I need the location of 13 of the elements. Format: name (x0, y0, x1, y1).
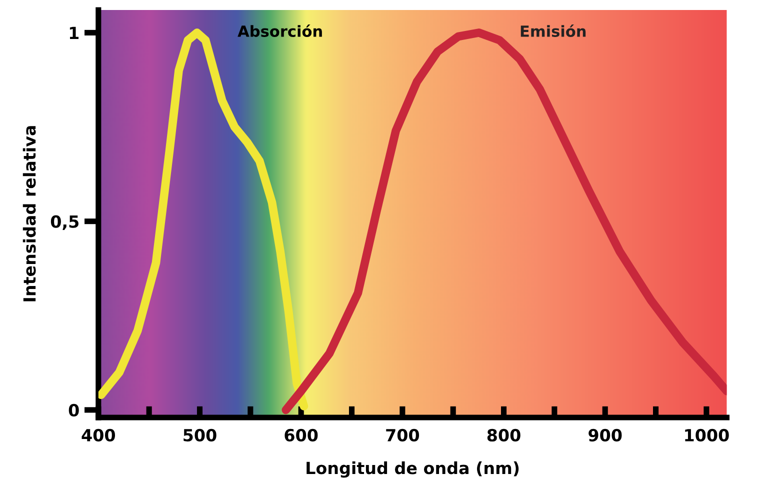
x-axis-title: Longitud de onda (nm) (306, 461, 519, 478)
x-tick-label: 400 (82, 428, 116, 442)
y-tick-label: 0 (68, 404, 79, 417)
y-tick-label: 1 (70, 26, 79, 40)
x-tick-label: 700 (386, 428, 420, 442)
series-label: Emisión (520, 24, 586, 37)
y-axis-title: Intensidad relativa (22, 126, 36, 302)
x-tick-label: 800 (487, 428, 520, 442)
x-tick-label: 900 (588, 428, 622, 442)
x-tick-label: 500 (184, 428, 216, 442)
x-tick-label: 600 (284, 428, 318, 442)
x-tick-label: 1000 (685, 428, 729, 442)
y-tick-label: 0,5 (50, 215, 78, 230)
